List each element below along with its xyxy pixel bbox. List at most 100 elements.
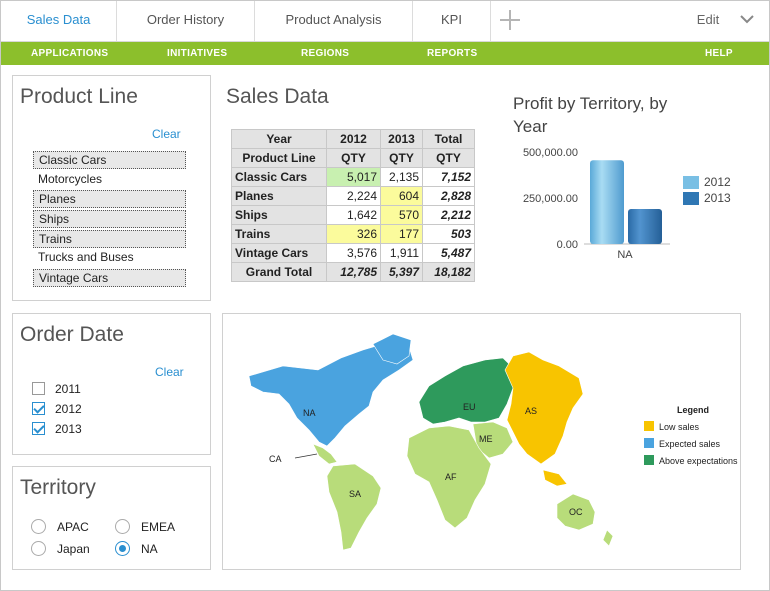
- map-legend-swatch: [644, 421, 654, 431]
- menu-help[interactable]: HELP: [705, 48, 733, 59]
- menu-regions[interactable]: REGIONS: [301, 48, 350, 59]
- table-row: Trains 326 177 503: [231, 224, 475, 244]
- table-header: QTY: [326, 148, 381, 168]
- legend-swatch-2012: [683, 176, 699, 189]
- main-menu: APPLICATIONS INITIATIVES REGIONS REPORTS…: [1, 42, 769, 65]
- product-line-item[interactable]: Vintage Cars: [33, 269, 186, 287]
- checkbox-2012[interactable]: [32, 402, 45, 415]
- tab-product-analysis[interactable]: Product Analysis: [255, 1, 413, 41]
- legend-swatch-2013: [683, 192, 699, 205]
- row-label: Grand Total: [231, 262, 327, 282]
- menu-initiatives[interactable]: INITIATIVES: [167, 48, 228, 59]
- edit-button[interactable]: Edit: [696, 12, 720, 27]
- table-cell: 604: [380, 186, 423, 206]
- checkbox-label: 2011: [55, 382, 81, 396]
- order-date-panel: Order Date Clear 2011 2012 2013: [12, 313, 211, 455]
- row-label: Ships: [231, 205, 327, 225]
- bar-2013[interactable]: [628, 209, 662, 244]
- table-header: 2012: [326, 129, 381, 149]
- map-region-as[interactable]: [504, 351, 584, 465]
- map-label: EU: [463, 402, 476, 412]
- map-region-ca[interactable]: [312, 443, 338, 465]
- radio-label: Japan: [57, 542, 90, 556]
- map-legend-swatch: [644, 438, 654, 448]
- map-legend-label: Expected sales: [659, 439, 721, 449]
- product-line-item[interactable]: Planes: [33, 190, 186, 208]
- map-region-oc[interactable]: [556, 493, 596, 531]
- map-region-eu[interactable]: [418, 357, 516, 425]
- map-region-greenland: [372, 333, 412, 365]
- legend-label: 2012: [704, 175, 731, 189]
- table-cell: 1,642: [326, 205, 381, 225]
- ca-pointer: [294, 453, 318, 459]
- table-row: Ships 1,642 570 2,212: [231, 205, 475, 225]
- checkbox-2011[interactable]: [32, 382, 45, 395]
- row-label: Planes: [231, 186, 327, 206]
- table-cell: 1,911: [380, 243, 423, 263]
- x-tick-label: NA: [617, 249, 633, 261]
- table-header: QTY: [422, 148, 475, 168]
- tab-kpi[interactable]: KPI: [413, 1, 491, 41]
- table-cell: 503: [422, 224, 475, 244]
- table-cell: 7,152: [422, 167, 475, 187]
- y-tick-label: 250,000.00: [523, 193, 578, 205]
- table-cell: 2,212: [422, 205, 475, 225]
- table-cell: 5,017: [326, 167, 381, 187]
- menu-reports[interactable]: REPORTS: [427, 48, 478, 59]
- radio-label: NA: [141, 542, 158, 556]
- radio-label: EMEA: [141, 520, 176, 534]
- table-cell: 5,487: [422, 243, 475, 263]
- product-line-item[interactable]: Trucks and Buses: [38, 250, 134, 264]
- product-line-item[interactable]: Classic Cars: [33, 151, 186, 169]
- map-label: ME: [479, 434, 493, 444]
- map-label: OC: [569, 507, 583, 517]
- map-label: CA: [269, 454, 282, 464]
- legend-label: 2013: [704, 191, 731, 205]
- table-cell: 5,397: [380, 262, 423, 282]
- tab-order-history[interactable]: Order History: [117, 1, 255, 41]
- map-region-af[interactable]: [406, 425, 492, 529]
- sales-data-title: Sales Data: [226, 85, 329, 108]
- add-tab-icon[interactable]: [497, 7, 523, 33]
- order-date-title: Order Date: [20, 323, 124, 346]
- radio-japan[interactable]: [31, 541, 46, 556]
- grand-total-row: Grand Total 12,785 5,397 18,182: [231, 262, 475, 282]
- row-label: Classic Cars: [231, 167, 327, 187]
- radio-na[interactable]: [115, 541, 130, 556]
- product-line-clear-link[interactable]: Clear: [152, 127, 181, 141]
- map-label: AF: [445, 472, 457, 482]
- table-cell: 12,785: [326, 262, 381, 282]
- checkbox-2013[interactable]: [32, 422, 45, 435]
- product-line-item[interactable]: Motorcycles: [38, 172, 103, 186]
- order-date-clear-link[interactable]: Clear: [155, 365, 184, 379]
- product-line-panel: Product Line Clear Classic Cars Motorcyc…: [12, 75, 211, 301]
- map-legend-title: Legend: [677, 405, 709, 415]
- table-cell: 326: [326, 224, 381, 244]
- map-region-nz: [602, 529, 614, 547]
- checkbox-label: 2013: [55, 422, 82, 436]
- radio-apac[interactable]: [31, 519, 46, 534]
- tab-bar: Sales Data Order History Product Analysi…: [1, 1, 769, 42]
- map-label: SA: [349, 489, 361, 499]
- table-cell: 2,828: [422, 186, 475, 206]
- table-cell: 3,576: [326, 243, 381, 263]
- map-region-sa[interactable]: [326, 463, 382, 551]
- table-header: Total: [422, 129, 475, 149]
- sales-table: Year 2012 2013 Total Product Line QTY QT…: [231, 129, 475, 282]
- world-map: NA CA SA EU ME AF AS OC Legend Low sales…: [248, 333, 738, 551]
- radio-emea[interactable]: [115, 519, 130, 534]
- tab-sales-data[interactable]: Sales Data: [1, 1, 117, 41]
- table-header: 2013: [380, 129, 423, 149]
- product-line-item[interactable]: Trains: [33, 230, 186, 248]
- table-cell: 177: [380, 224, 423, 244]
- table-cell: 2,224: [326, 186, 381, 206]
- chart-title: Profit by Territory, by Year: [513, 94, 668, 136]
- product-line-item[interactable]: Ships: [33, 210, 186, 228]
- bar-2012[interactable]: [590, 160, 624, 244]
- table-row: Classic Cars 5,017 2,135 7,152: [231, 167, 475, 187]
- chevron-down-icon[interactable]: [739, 12, 755, 26]
- table-cell: 2,135: [380, 167, 423, 187]
- map-region-na[interactable]: [248, 343, 414, 447]
- menu-applications[interactable]: APPLICATIONS: [31, 48, 109, 59]
- territory-title: Territory: [20, 476, 96, 499]
